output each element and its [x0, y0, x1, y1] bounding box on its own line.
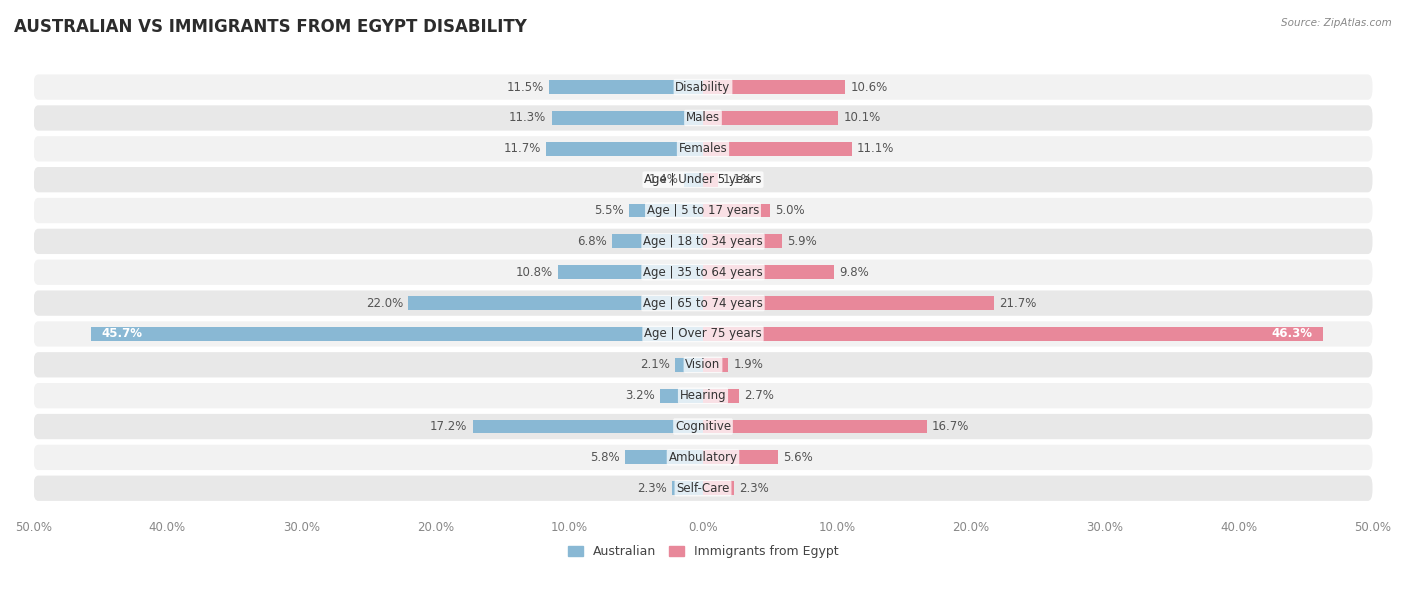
Bar: [408, 296, 703, 310]
Bar: [547, 142, 703, 156]
Bar: [91, 327, 703, 341]
Bar: [703, 173, 717, 187]
Bar: [703, 450, 778, 465]
Text: 2.3%: 2.3%: [637, 482, 666, 494]
Text: 10.1%: 10.1%: [844, 111, 880, 124]
Text: Self-Care: Self-Care: [676, 482, 730, 494]
Text: 6.8%: 6.8%: [576, 235, 606, 248]
FancyBboxPatch shape: [34, 383, 1372, 408]
Text: Age | 5 to 17 years: Age | 5 to 17 years: [647, 204, 759, 217]
Text: 10.6%: 10.6%: [851, 81, 887, 94]
Text: 5.8%: 5.8%: [591, 451, 620, 464]
Bar: [703, 358, 728, 371]
FancyBboxPatch shape: [34, 414, 1372, 439]
Bar: [703, 80, 845, 94]
Text: AUSTRALIAN VS IMMIGRANTS FROM EGYPT DISABILITY: AUSTRALIAN VS IMMIGRANTS FROM EGYPT DISA…: [14, 18, 527, 36]
Text: Females: Females: [679, 143, 727, 155]
Bar: [703, 420, 927, 433]
Bar: [675, 358, 703, 371]
FancyBboxPatch shape: [34, 445, 1372, 470]
Text: 5.9%: 5.9%: [787, 235, 817, 248]
Text: Cognitive: Cognitive: [675, 420, 731, 433]
Text: Age | 35 to 64 years: Age | 35 to 64 years: [643, 266, 763, 278]
Bar: [703, 266, 834, 279]
Text: 5.6%: 5.6%: [783, 451, 813, 464]
FancyBboxPatch shape: [34, 105, 1372, 130]
Text: Hearing: Hearing: [679, 389, 727, 402]
Bar: [661, 389, 703, 403]
FancyBboxPatch shape: [34, 229, 1372, 254]
Bar: [703, 296, 994, 310]
Bar: [703, 481, 734, 495]
Text: Disability: Disability: [675, 81, 731, 94]
Text: 1.9%: 1.9%: [734, 358, 763, 371]
FancyBboxPatch shape: [34, 291, 1372, 316]
Bar: [672, 481, 703, 495]
Bar: [685, 173, 703, 187]
Bar: [626, 450, 703, 465]
Text: 1.1%: 1.1%: [723, 173, 754, 186]
Text: Age | Under 5 years: Age | Under 5 years: [644, 173, 762, 186]
Text: 22.0%: 22.0%: [366, 297, 404, 310]
Bar: [703, 327, 1323, 341]
Bar: [548, 80, 703, 94]
Text: 9.8%: 9.8%: [839, 266, 869, 278]
Bar: [551, 111, 703, 125]
Text: 10.8%: 10.8%: [516, 266, 553, 278]
Text: Males: Males: [686, 111, 720, 124]
FancyBboxPatch shape: [34, 476, 1372, 501]
Text: Age | 65 to 74 years: Age | 65 to 74 years: [643, 297, 763, 310]
Text: 11.7%: 11.7%: [503, 143, 541, 155]
Text: 45.7%: 45.7%: [101, 327, 143, 340]
Bar: [612, 234, 703, 248]
Bar: [703, 389, 740, 403]
Text: 3.2%: 3.2%: [626, 389, 655, 402]
Bar: [558, 266, 703, 279]
Text: 46.3%: 46.3%: [1271, 327, 1312, 340]
Bar: [472, 420, 703, 433]
Text: 11.5%: 11.5%: [506, 81, 544, 94]
Text: Vision: Vision: [685, 358, 721, 371]
Bar: [630, 204, 703, 217]
Text: 5.5%: 5.5%: [595, 204, 624, 217]
Text: 21.7%: 21.7%: [998, 297, 1036, 310]
FancyBboxPatch shape: [34, 352, 1372, 378]
Text: Source: ZipAtlas.com: Source: ZipAtlas.com: [1281, 18, 1392, 28]
FancyBboxPatch shape: [34, 259, 1372, 285]
Text: 11.3%: 11.3%: [509, 111, 547, 124]
Bar: [703, 111, 838, 125]
FancyBboxPatch shape: [34, 136, 1372, 162]
FancyBboxPatch shape: [34, 75, 1372, 100]
FancyBboxPatch shape: [34, 198, 1372, 223]
Text: Ambulatory: Ambulatory: [668, 451, 738, 464]
Text: 17.2%: 17.2%: [430, 420, 467, 433]
Text: 2.7%: 2.7%: [745, 389, 775, 402]
Bar: [703, 142, 852, 156]
Legend: Australian, Immigrants from Egypt: Australian, Immigrants from Egypt: [562, 540, 844, 563]
Text: 11.1%: 11.1%: [858, 143, 894, 155]
Bar: [703, 234, 782, 248]
Bar: [703, 204, 770, 217]
Text: 2.3%: 2.3%: [740, 482, 769, 494]
FancyBboxPatch shape: [34, 321, 1372, 346]
Text: Age | Over 75 years: Age | Over 75 years: [644, 327, 762, 340]
Text: 5.0%: 5.0%: [775, 204, 804, 217]
Text: 16.7%: 16.7%: [932, 420, 969, 433]
Text: 1.4%: 1.4%: [650, 173, 679, 186]
Text: 2.1%: 2.1%: [640, 358, 669, 371]
Text: Age | 18 to 34 years: Age | 18 to 34 years: [643, 235, 763, 248]
FancyBboxPatch shape: [34, 167, 1372, 192]
